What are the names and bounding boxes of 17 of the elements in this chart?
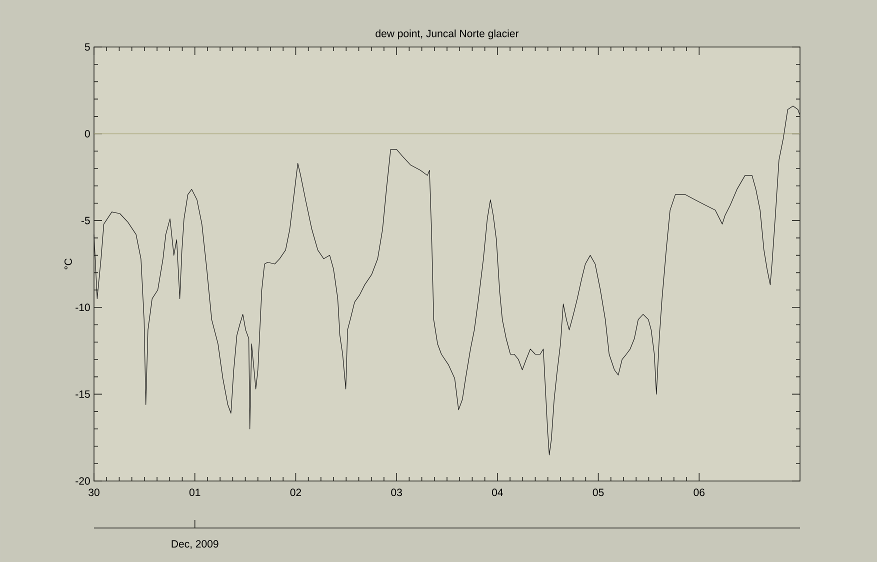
- x-tick-label: 02: [290, 488, 302, 496]
- y-tick-label: -5: [81, 216, 90, 224]
- y-tick-label: -15: [76, 390, 90, 398]
- y-tick-label: 5: [84, 43, 90, 51]
- x-tick-label: 01: [189, 488, 200, 496]
- y-axis-title: °C: [64, 258, 72, 270]
- line-series: [94, 106, 800, 456]
- text: Dec, 2009: [172, 540, 218, 549]
- x-tick-label: 05: [592, 488, 604, 496]
- y-tick-label: -20: [76, 477, 90, 485]
- x-tick-label: 04: [492, 488, 503, 496]
- x-tick-label: 03: [391, 488, 402, 496]
- x-tick-label: 06: [694, 488, 705, 496]
- chart-title: dew point, Juncal Norte glacier: [376, 30, 519, 40]
- x-tick-label: 30: [88, 488, 100, 496]
- y-tick-label: -10: [76, 304, 90, 312]
- y-tick-label: 0: [84, 130, 90, 138]
